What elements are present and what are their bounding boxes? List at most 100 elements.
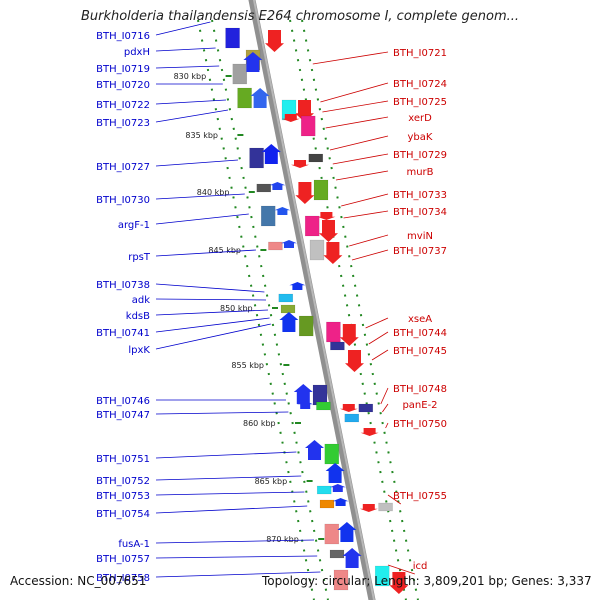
label-leaders: [155, 21, 415, 578]
reverse-arrow: [389, 572, 409, 594]
leader-line-reverse: [387, 564, 415, 575]
accession-text: Accession: NC_007651: [10, 574, 147, 588]
forward-arrow: [261, 144, 281, 164]
gene-label-reverse: BTH_I0734: [393, 207, 447, 218]
leader-line-reverse: [332, 153, 389, 165]
gene-label-reverse: BTH_I0755: [393, 491, 447, 502]
leader-line-reverse: [329, 135, 389, 151]
gene-label-forward: BTH_I0754: [96, 509, 150, 520]
gene-label-forward: BTH_I0741: [96, 328, 150, 339]
kbp-tick-label: 855 kbp: [231, 361, 264, 370]
gene-label-reverse: BTH_I0744: [393, 328, 447, 339]
gene-label-reverse: BTH_I0733: [393, 190, 447, 201]
forward-gene: [237, 87, 252, 109]
reverse-gene: [300, 115, 316, 137]
leader-line-forward: [155, 99, 227, 105]
forward-arrow: [243, 52, 263, 72]
forward-gene: [232, 63, 248, 85]
forward-arrow: [274, 207, 291, 215]
gene-label-reverse: BTH_I0725: [393, 97, 447, 108]
reverse-gene: [308, 153, 324, 163]
forward-arrow: [250, 88, 270, 108]
forward-gene: [316, 401, 331, 411]
leader-line-forward: [155, 451, 297, 459]
reverse-arrow: [360, 428, 379, 436]
gene-glyphs: [225, 27, 409, 594]
gene-label-forward: pdxH: [124, 47, 150, 58]
forward-arrow: [329, 484, 346, 492]
kbp-tick-label: 865 kbp: [255, 477, 288, 486]
reverse-arrow: [319, 220, 338, 242]
forward-arrow: [279, 312, 299, 332]
kbp-ticks: 830 kbp 835 kbp 840 kbp 845 kbp 850 kbp 855 k…: [174, 72, 325, 544]
gene-label-forward: BTH_I0719: [96, 64, 150, 75]
leader-line-forward: [155, 65, 220, 69]
reverse-arrow: [339, 404, 358, 412]
reverse-gene: [378, 502, 393, 512]
reverse-arrow: [359, 504, 378, 512]
reverse-arrow: [281, 114, 300, 122]
leader-line-forward: [155, 323, 271, 350]
kbp-tick-label: 845 kbp: [208, 246, 241, 255]
reverse-arrow: [323, 242, 343, 264]
leader-line-reverse: [365, 317, 389, 329]
gene-label-forward: rpsT: [128, 252, 151, 263]
leader-line-reverse: [368, 331, 389, 345]
forward-arrow: [297, 401, 314, 409]
forward-gene: [324, 523, 340, 545]
forward-gene: [260, 205, 276, 227]
reverse-arrow: [265, 30, 284, 52]
leader-line-reverse: [322, 100, 389, 113]
gene-label-reverse: BTH_I0724: [393, 79, 447, 90]
topology-text: Topology: circular; Length: 3,809,201 bp…: [262, 574, 592, 588]
leader-line-reverse: [343, 210, 389, 219]
gene-label-forward: BTH_I0758: [96, 573, 150, 584]
gene-label-forward: BTH_I0738: [96, 280, 150, 291]
leader-line-reverse: [371, 349, 389, 361]
reverse-gene: [304, 215, 320, 237]
gene-label-reverse: ybaK: [408, 132, 433, 143]
forward-arrow: [332, 498, 349, 506]
gene-label-forward: BTH_I0753: [96, 491, 150, 502]
leader-line-forward: [155, 571, 321, 578]
leader-line-forward: [155, 21, 211, 36]
forward-gene: [278, 293, 294, 303]
leader-line-forward: [155, 249, 257, 257]
leader-line-forward: [155, 109, 229, 123]
forward-arrow: [337, 522, 357, 542]
reverse-arrow: [345, 350, 364, 372]
gene-label-forward: BTH_I0730: [96, 195, 150, 206]
forward-gene: [298, 315, 314, 337]
gene-label-forward: BTH_I0751: [96, 454, 150, 465]
reverse-gene: [326, 321, 341, 343]
chromosome-highlight: [252, 0, 376, 604]
reverse-gene: [309, 239, 325, 261]
gene-label-forward: BTH_I0747: [96, 410, 150, 421]
leader-line-reverse: [387, 494, 402, 505]
gene-label-reverse: BTH_I0745: [393, 346, 447, 357]
reverse-gene: [330, 341, 345, 351]
gene-label-forward: lpxK: [128, 345, 150, 356]
forward-gene: [268, 241, 283, 251]
gene-label-reverse: xerD: [408, 113, 432, 124]
reverse-arrow: [317, 212, 336, 220]
leader-line-forward: [155, 283, 265, 293]
leader-line-forward: [155, 298, 267, 301]
forward-arrow: [305, 440, 324, 460]
gene-label-forward: BTH_I0757: [96, 554, 150, 565]
gene-labels: BTH_I0716 pdxH BTH_I0719 BTH_I0720 BTH_I0722…: [96, 31, 447, 584]
gene-label-reverse: BTH_I0748: [393, 384, 447, 395]
kbp-tick-label: 840 kbp: [197, 188, 230, 197]
gene-label-reverse: mviN: [407, 231, 433, 242]
forward-gene: [324, 443, 340, 465]
gene-label-reverse: panE-2: [402, 400, 437, 411]
leader-line-forward: [155, 505, 308, 514]
forward-gene: [225, 27, 240, 49]
forward-gene: [333, 569, 349, 591]
forward-arrow: [325, 463, 345, 483]
leader-line-reverse: [385, 422, 389, 429]
reverse-arrow: [291, 160, 309, 168]
leader-line-reverse: [335, 170, 389, 181]
